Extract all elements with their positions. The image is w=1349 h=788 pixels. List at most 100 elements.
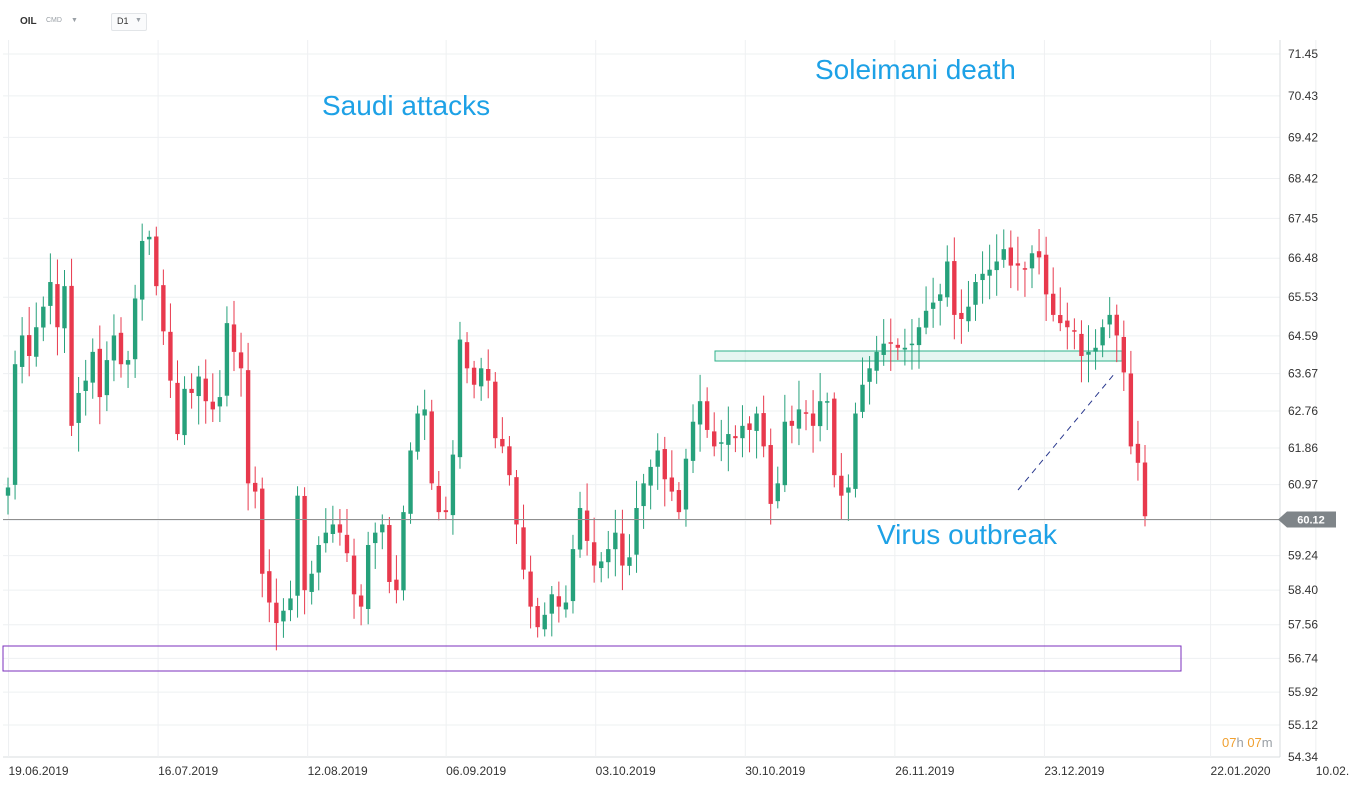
y-tick-label: 57.56 <box>1288 618 1318 632</box>
x-tick-label: 22.01.2020 <box>1211 764 1271 778</box>
candle-body <box>493 381 498 439</box>
candle-body <box>584 510 590 541</box>
candle-body <box>118 332 124 365</box>
candle-body <box>245 370 251 484</box>
candle-body <box>570 549 576 602</box>
annotation-soleimani-death: Soleimani death <box>815 54 1016 85</box>
candle-body <box>344 534 350 554</box>
symbol-name[interactable]: OIL <box>20 16 37 27</box>
x-tick-label: 30.10.2019 <box>745 764 805 778</box>
candle-body <box>111 335 117 361</box>
candle-body <box>1015 263 1021 266</box>
candle-body <box>669 477 675 492</box>
y-tick-label: 60.97 <box>1288 478 1318 492</box>
current-price-tag: 60.12 <box>1278 511 1336 528</box>
timeframe-label: D1 <box>117 16 129 26</box>
candle-body <box>923 310 929 328</box>
y-tick-label: 55.12 <box>1288 718 1318 732</box>
support-zone <box>2 645 1182 672</box>
candle-body <box>796 409 802 429</box>
candle-body <box>1100 327 1105 346</box>
candle-body <box>549 594 554 614</box>
candle-body <box>1121 336 1127 373</box>
candle-body <box>281 610 286 622</box>
candle-body <box>577 508 583 550</box>
candle-body <box>97 348 102 398</box>
candle-body <box>373 532 378 544</box>
candle-body <box>41 306 46 328</box>
candle-body <box>867 368 872 382</box>
candle-body <box>500 438 505 447</box>
candle-body <box>810 413 816 426</box>
caret-down-icon: ▼ <box>135 17 142 24</box>
timeframe-select[interactable]: D1 ▼ <box>111 13 147 31</box>
y-tick-label: 56.74 <box>1288 651 1318 665</box>
candle-body <box>599 561 604 569</box>
candle-body <box>839 475 844 496</box>
candle-body <box>521 527 526 570</box>
current-price-label: 60.12 <box>1297 515 1325 527</box>
candle-body <box>125 360 131 365</box>
candle-body <box>132 298 138 360</box>
candle-body <box>987 269 992 276</box>
candle-body <box>634 508 639 555</box>
candle-body <box>930 302 936 309</box>
candle-body <box>26 335 32 356</box>
candle-body <box>881 343 886 355</box>
candle-body <box>238 352 244 369</box>
candle-body <box>676 490 682 513</box>
x-tick-label: 23.12.2019 <box>1044 764 1104 778</box>
candle-body <box>740 425 745 439</box>
candle-body <box>514 477 519 525</box>
candle-body <box>83 380 88 391</box>
candle-body <box>535 606 540 628</box>
candle-body <box>457 339 463 458</box>
x-axis: 19.06.2019 16.07.2019 12.08.2019 06.09.2019… <box>9 764 1349 778</box>
candle-countdown: 07h 07m <box>1222 735 1273 750</box>
candle-body <box>782 421 788 486</box>
candle-body <box>358 595 364 607</box>
candle-body <box>478 368 484 387</box>
candle-body <box>486 369 491 381</box>
candle-body <box>909 343 915 346</box>
candle-body <box>217 397 223 407</box>
candle-body <box>1022 268 1028 270</box>
candle-body <box>789 420 795 426</box>
y-tick-label: 68.42 <box>1288 171 1318 185</box>
candle-body <box>803 412 809 414</box>
candle-body <box>224 323 230 396</box>
y-tick-label: 67.45 <box>1288 211 1318 225</box>
candle-body <box>365 544 371 609</box>
y-tick-label: 62.76 <box>1288 404 1318 418</box>
candle-body <box>1001 249 1006 260</box>
candle-body <box>1036 251 1042 258</box>
candle-body <box>697 401 703 425</box>
candle-body <box>316 544 321 573</box>
candle-body <box>401 512 406 591</box>
candle-body <box>1128 373 1134 447</box>
candle-body <box>288 598 293 611</box>
candle-body <box>154 236 159 287</box>
candle-body <box>613 532 618 550</box>
candle-body <box>161 285 166 332</box>
caret-down-icon[interactable]: ▼ <box>71 17 78 24</box>
candle-body <box>147 236 152 240</box>
candle-body <box>48 282 53 306</box>
candle-body <box>252 482 258 492</box>
candle-body <box>210 401 215 410</box>
candle-body <box>817 401 823 427</box>
candle-body <box>959 312 964 320</box>
y-tick-label: 59.24 <box>1288 549 1318 563</box>
candle-body <box>1008 247 1014 266</box>
x-tick-label: 06.09.2019 <box>446 764 506 778</box>
candle-body <box>1142 462 1148 517</box>
candle-body <box>62 286 67 329</box>
y-tick-label: 66.48 <box>1288 251 1318 265</box>
candle-body <box>1135 443 1141 463</box>
candle-body <box>775 483 780 502</box>
candle-body <box>408 450 413 514</box>
candle-body <box>55 284 60 328</box>
candle-body <box>19 335 25 367</box>
candle-body <box>952 261 957 315</box>
